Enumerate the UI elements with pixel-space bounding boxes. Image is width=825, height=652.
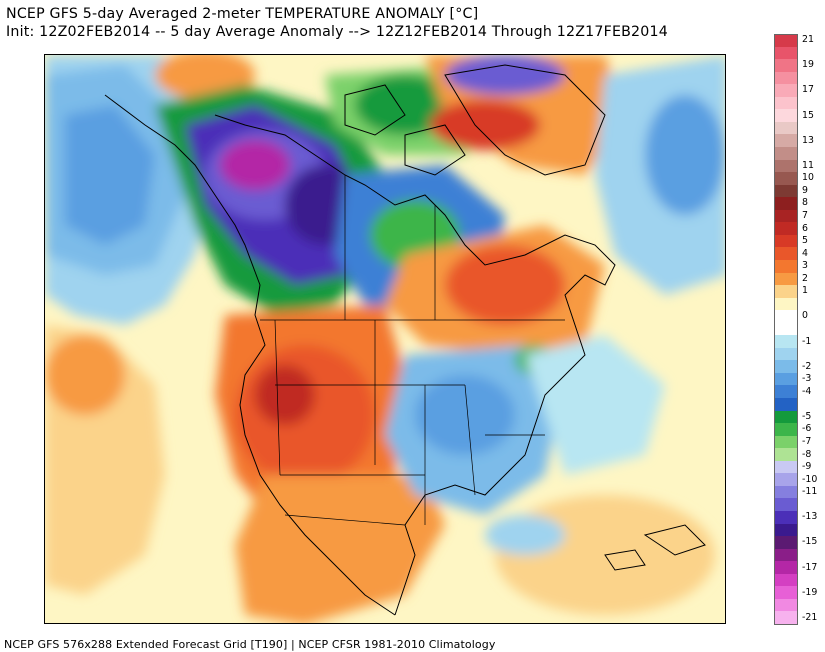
legend-label: 11 xyxy=(802,159,814,171)
legend-label: -2 xyxy=(802,360,812,372)
anomaly-map-canvas xyxy=(45,55,725,623)
legend-swatch xyxy=(774,598,798,613)
legend-swatch xyxy=(774,548,798,562)
legend-swatch xyxy=(774,322,798,336)
legend-label: 13 xyxy=(802,134,814,146)
legend-swatch xyxy=(774,435,798,449)
legend-swatch xyxy=(774,134,798,148)
legend-label: 21 xyxy=(802,34,814,46)
legend-swatch xyxy=(774,197,798,211)
legend-swatch xyxy=(774,385,798,399)
legend-swatch xyxy=(774,84,798,98)
legend-swatch xyxy=(774,96,798,110)
legend-label: -15 xyxy=(802,536,818,548)
legend-label: 7 xyxy=(802,210,808,222)
legend-label: 17 xyxy=(802,84,814,96)
legend-swatch xyxy=(774,473,798,487)
legend-swatch xyxy=(774,511,798,525)
map-footer: NCEP GFS 576x288 Extended Forecast Grid … xyxy=(4,638,496,651)
legend-label: 8 xyxy=(802,197,808,209)
legend-swatch xyxy=(774,109,798,123)
legend-swatch xyxy=(774,247,798,261)
legend-label: -9 xyxy=(802,461,812,473)
legend-label: -1 xyxy=(802,335,812,347)
coastlines xyxy=(104,64,706,616)
map-subtitle: Init: 12Z02FEB2014 -- 5 day Average Anom… xyxy=(6,24,668,40)
legend-swatch xyxy=(774,71,798,85)
legend-label: 2 xyxy=(802,272,808,284)
legend-label: -11 xyxy=(802,486,818,498)
legend-swatch xyxy=(774,172,798,186)
legend-swatch xyxy=(774,561,798,575)
legend-swatch xyxy=(774,398,798,412)
legend-swatch xyxy=(774,372,798,387)
legend-swatch xyxy=(774,498,798,512)
legend-swatch xyxy=(774,234,798,248)
legend-label: -8 xyxy=(802,448,812,460)
legend-label: 4 xyxy=(802,247,808,259)
legend-swatch xyxy=(774,611,798,625)
legend-swatch xyxy=(774,410,798,424)
legend-label: -19 xyxy=(802,586,818,598)
legend-label: 15 xyxy=(802,109,814,121)
legend-swatch xyxy=(774,423,798,437)
legend-label: -13 xyxy=(802,511,818,523)
legend-label: -17 xyxy=(802,561,818,573)
legend-swatch xyxy=(774,573,798,587)
legend-label: 6 xyxy=(802,222,808,234)
legend-swatch xyxy=(774,159,798,173)
legend-swatch xyxy=(774,586,798,600)
legend-label: 5 xyxy=(802,235,808,247)
political-borders xyxy=(260,175,565,526)
legend-swatch xyxy=(774,536,798,550)
legend-swatch xyxy=(774,209,798,223)
legend-swatch xyxy=(774,448,798,462)
legend-swatch xyxy=(774,259,798,274)
legend-swatch xyxy=(774,146,798,161)
legend-swatch xyxy=(774,285,798,299)
legend-swatch xyxy=(774,360,798,374)
legend-label: -6 xyxy=(802,423,812,435)
legend-swatch xyxy=(774,460,798,474)
legend-label: -10 xyxy=(802,473,818,485)
legend-swatch xyxy=(774,272,798,286)
legend-swatch xyxy=(774,310,798,324)
color-legend: 21 19 17 15 13 11 10 9 8 7 6 5 4 3 2 1 0 -1 -2 -3 -4 -5 -6 -7 -8… xyxy=(774,34,817,625)
map-title: NCEP GFS 5-day Averaged 2-meter TEMPERAT… xyxy=(6,6,479,22)
legend-label: -7 xyxy=(802,435,812,447)
legend-swatch xyxy=(774,121,798,135)
legend-label: 3 xyxy=(802,260,808,272)
legend-swatch xyxy=(774,347,798,361)
legend-swatch xyxy=(774,335,798,349)
legend-swatch xyxy=(774,184,798,198)
anomaly-map xyxy=(44,54,726,624)
legend-swatch xyxy=(774,485,798,500)
legend-label: -4 xyxy=(802,385,812,397)
legend-label: 1 xyxy=(802,285,808,297)
legend-swatch xyxy=(774,297,798,311)
legend-label: 19 xyxy=(802,59,814,71)
legend-label: -21 xyxy=(802,611,818,623)
anomaly-field xyxy=(45,55,725,623)
legend-label: -3 xyxy=(802,373,812,385)
legend-label: 9 xyxy=(802,184,808,196)
legend-label: -5 xyxy=(802,410,812,422)
legend-label: 0 xyxy=(802,310,808,322)
legend-swatch xyxy=(774,523,798,537)
legend-swatch xyxy=(774,46,798,60)
legend-label: 10 xyxy=(802,172,814,184)
legend-swatch xyxy=(774,222,798,236)
legend-swatch xyxy=(774,34,798,48)
legend-swatch xyxy=(774,59,798,73)
